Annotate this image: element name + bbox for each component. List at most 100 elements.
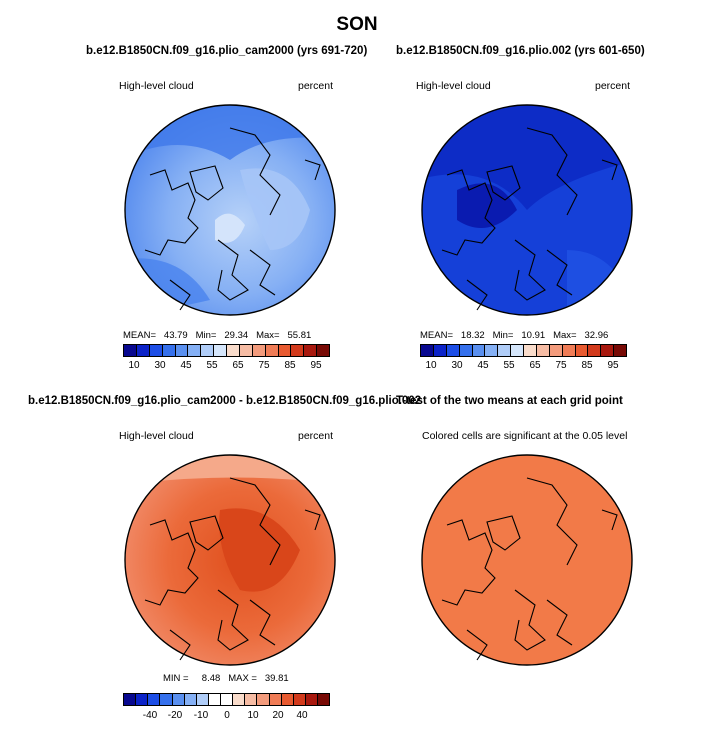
colorbar-swatch	[148, 694, 161, 705]
colorbar-swatch	[162, 345, 176, 356]
colorbar-top-right	[420, 344, 627, 357]
map-bottom-right	[421, 454, 633, 666]
top-right-tick: 55	[503, 360, 515, 371]
top-left-tick: 75	[258, 360, 270, 371]
colorbar-swatch	[459, 345, 473, 356]
colorbar-swatch	[136, 345, 150, 356]
colorbar-swatch	[175, 345, 189, 356]
colorbar-swatch	[124, 345, 137, 356]
colorbar-swatch	[233, 694, 246, 705]
panel-title-top-right: b.e12.B1850CN.f09_g16.plio.002 (yrs 601-…	[396, 45, 645, 57]
top-right-coastlines	[441, 127, 618, 311]
colorbar-swatch	[245, 694, 258, 705]
top-left-tick: 85	[284, 360, 296, 371]
top-left-tick: 30	[154, 360, 166, 371]
colorbar-swatch	[201, 345, 215, 356]
panel-title-bottom-left: b.e12.B1850CN.f09_g16.plio_cam2000 - b.e…	[28, 395, 422, 407]
top-left-map-border	[124, 104, 336, 316]
colorbar-swatch	[498, 345, 512, 356]
colorbar-swatch	[446, 345, 460, 356]
colorbar-swatch	[485, 345, 499, 356]
colorbar-swatch	[208, 694, 221, 705]
top-right-map-border	[421, 104, 633, 316]
bottom-left-tick: -20	[167, 710, 183, 721]
bottom-left-tick: 20	[272, 710, 284, 721]
top-right-tick: 30	[451, 360, 463, 371]
top-left-stats: MEAN= 43.79 Min= 29.34 Max= 55.81	[123, 330, 312, 341]
top-right-tick: 10	[425, 360, 437, 371]
colorbar-swatch	[257, 694, 270, 705]
colorbar-swatch	[265, 345, 279, 356]
colorbar-swatch	[293, 694, 306, 705]
top-left-tick: 95	[310, 360, 322, 371]
top-left-units-label: percent	[298, 80, 334, 92]
colorbar-swatch	[160, 694, 173, 705]
bottom-left-coastlines	[144, 477, 321, 661]
top-right-variable-label: High-level cloud	[416, 80, 491, 92]
colorbar-swatch	[136, 694, 149, 705]
top-right-tick: 45	[477, 360, 489, 371]
panel-title-bottom-right: T-test of the two means at each grid poi…	[396, 395, 623, 407]
colorbar-swatch	[239, 345, 253, 356]
top-right-tick: 75	[555, 360, 567, 371]
bottom-left-tick: -10	[193, 710, 209, 721]
colorbar-swatch	[433, 345, 447, 356]
top-left-coastlines	[144, 127, 321, 311]
bottom-right-field	[422, 455, 632, 665]
colorbar-swatch	[304, 345, 318, 356]
panel-title-top-left: b.e12.B1850CN.f09_g16.plio_cam2000 (yrs …	[86, 45, 368, 57]
main-title: SON	[336, 14, 378, 35]
colorbar-swatch	[196, 694, 209, 705]
bottom-right-subtitle: Colored cells are significant at the 0.0…	[422, 430, 628, 442]
colorbar-swatch	[472, 345, 486, 356]
colorbar-swatch	[524, 345, 537, 356]
top-right-tick: 95	[607, 360, 619, 371]
bottom-left-stats: MIN = 8.48 MAX = 39.81	[163, 673, 289, 684]
top-left-tick: 10	[128, 360, 140, 371]
top-left-tick: 55	[206, 360, 218, 371]
colorbar-swatch	[305, 694, 318, 705]
colorbar-swatch	[421, 345, 434, 356]
colorbar-swatch	[269, 694, 282, 705]
colorbar-bottom-left	[123, 693, 330, 706]
colorbar-swatch	[601, 345, 615, 356]
map-bottom-left	[124, 454, 336, 666]
colorbar-swatch	[227, 345, 240, 356]
map-top-left	[124, 104, 336, 316]
bottom-left-variable-label: High-level cloud	[119, 430, 194, 442]
bottom-left-tick: 40	[296, 710, 308, 721]
bottom-right-coastlines	[441, 477, 618, 661]
colorbar-swatch	[188, 345, 202, 356]
colorbar-swatch	[614, 345, 626, 356]
top-left-tick: 65	[232, 360, 244, 371]
colorbar-swatch	[252, 345, 266, 356]
colorbar-swatch	[575, 345, 589, 356]
colorbar-swatch	[184, 694, 197, 705]
top-right-units-label: percent	[595, 80, 631, 92]
bottom-left-units-label: percent	[298, 430, 334, 442]
map-top-right	[421, 104, 633, 316]
colorbar-swatch	[588, 345, 602, 356]
colorbar-swatch	[536, 345, 550, 356]
bottom-left-map-border	[124, 454, 336, 666]
colorbar-swatch	[124, 694, 137, 705]
colorbar-swatch	[221, 694, 234, 705]
colorbar-top-left	[123, 344, 330, 357]
top-left-tick: 45	[180, 360, 192, 371]
top-right-stats: MEAN= 18.32 Min= 10.91 Max= 32.96	[420, 330, 609, 341]
colorbar-swatch	[291, 345, 305, 356]
colorbar-swatch	[149, 345, 163, 356]
top-right-tick: 65	[529, 360, 541, 371]
colorbar-swatch	[562, 345, 576, 356]
colorbar-swatch	[278, 345, 292, 356]
colorbar-swatch	[318, 694, 330, 705]
bottom-left-tick: -40	[142, 710, 158, 721]
top-left-variable-label: High-level cloud	[119, 80, 194, 92]
colorbar-swatch	[511, 345, 524, 356]
bottom-left-tick: 10	[247, 710, 259, 721]
colorbar-swatch	[214, 345, 227, 356]
colorbar-swatch	[281, 694, 294, 705]
colorbar-swatch	[549, 345, 563, 356]
colorbar-swatch	[317, 345, 329, 356]
top-right-tick: 85	[581, 360, 593, 371]
